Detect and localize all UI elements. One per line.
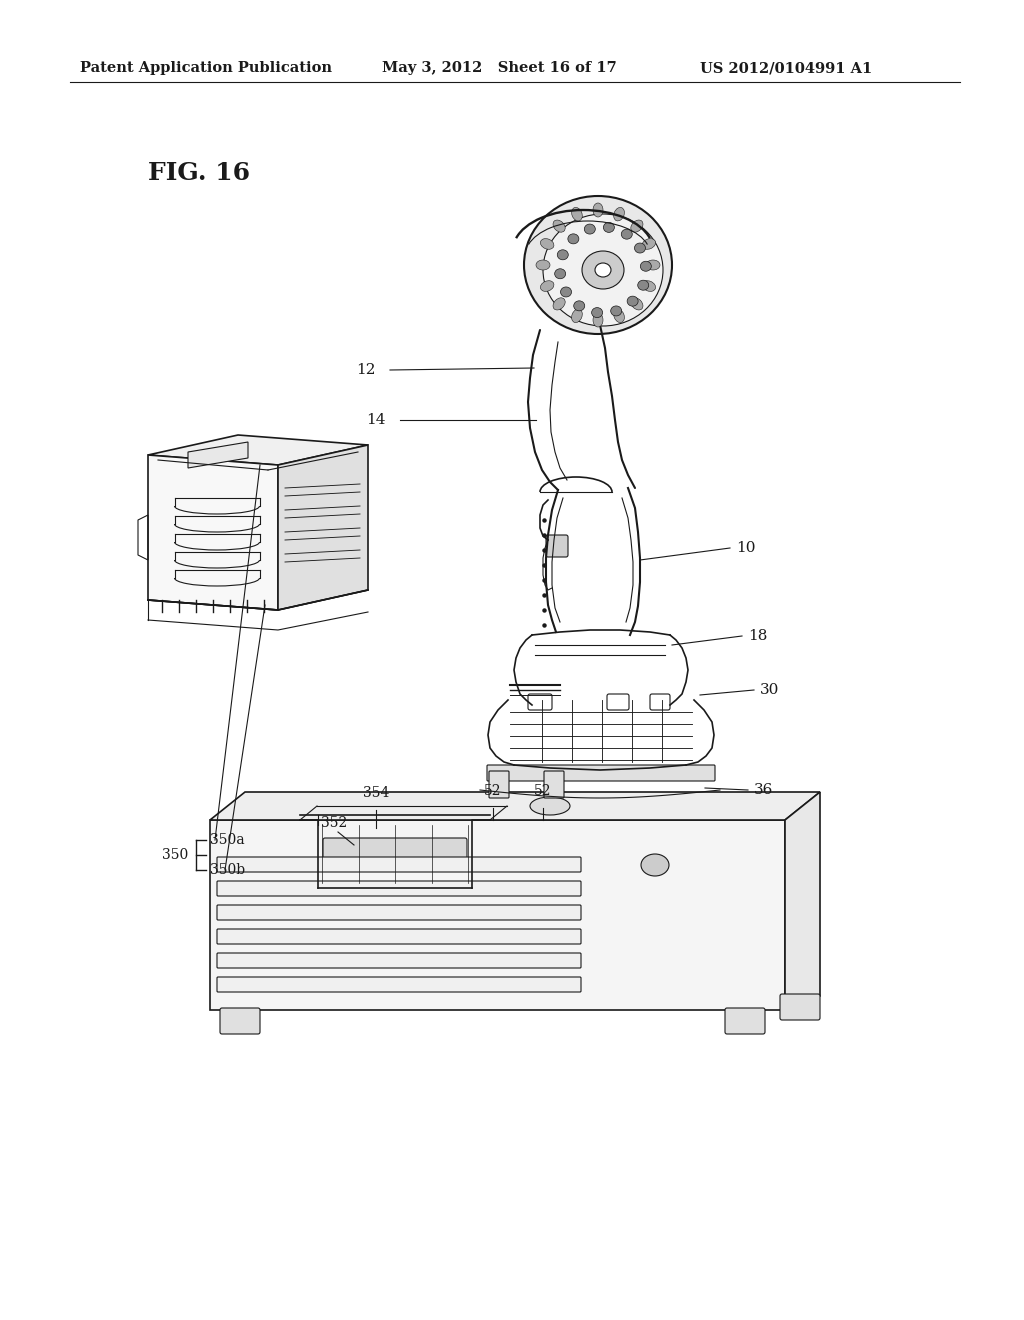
Ellipse shape: [573, 301, 585, 310]
Ellipse shape: [646, 260, 660, 271]
Ellipse shape: [553, 220, 565, 232]
Ellipse shape: [582, 251, 624, 289]
Ellipse shape: [631, 298, 643, 310]
Ellipse shape: [613, 207, 625, 220]
Ellipse shape: [541, 239, 554, 249]
Ellipse shape: [541, 281, 554, 292]
FancyBboxPatch shape: [544, 771, 564, 799]
Ellipse shape: [627, 296, 638, 306]
Text: 52: 52: [484, 784, 502, 799]
FancyBboxPatch shape: [217, 977, 581, 993]
Ellipse shape: [553, 298, 565, 310]
Text: FIG. 16: FIG. 16: [148, 161, 250, 185]
Ellipse shape: [603, 222, 614, 232]
Ellipse shape: [557, 249, 568, 260]
FancyBboxPatch shape: [217, 953, 581, 968]
Text: May 3, 2012   Sheet 16 of 17: May 3, 2012 Sheet 16 of 17: [382, 61, 616, 75]
Ellipse shape: [593, 203, 603, 216]
Text: 352: 352: [321, 816, 347, 830]
FancyBboxPatch shape: [323, 838, 467, 865]
Ellipse shape: [555, 269, 565, 279]
Ellipse shape: [638, 280, 649, 290]
Ellipse shape: [585, 224, 595, 234]
Polygon shape: [148, 436, 368, 465]
Text: 350a: 350a: [210, 833, 245, 847]
Polygon shape: [278, 445, 368, 610]
Text: US 2012/0104991 A1: US 2012/0104991 A1: [700, 61, 872, 75]
Ellipse shape: [593, 313, 603, 327]
FancyBboxPatch shape: [217, 880, 581, 896]
Ellipse shape: [641, 854, 669, 876]
FancyBboxPatch shape: [487, 766, 715, 781]
Ellipse shape: [622, 230, 632, 239]
Ellipse shape: [571, 207, 583, 220]
Ellipse shape: [592, 308, 602, 318]
FancyBboxPatch shape: [217, 906, 581, 920]
Text: Patent Application Publication: Patent Application Publication: [80, 61, 332, 75]
FancyBboxPatch shape: [725, 1008, 765, 1034]
Ellipse shape: [568, 234, 579, 244]
Text: 350b: 350b: [210, 863, 245, 876]
Text: 52: 52: [535, 784, 552, 799]
Text: 30: 30: [760, 682, 779, 697]
Ellipse shape: [642, 281, 655, 292]
Polygon shape: [210, 792, 820, 820]
Text: 12: 12: [356, 363, 376, 378]
Text: 350: 350: [162, 847, 188, 862]
Ellipse shape: [613, 309, 625, 322]
Ellipse shape: [595, 263, 611, 277]
FancyBboxPatch shape: [220, 1008, 260, 1034]
Ellipse shape: [571, 309, 583, 322]
Text: 10: 10: [736, 541, 756, 554]
Ellipse shape: [642, 239, 655, 249]
FancyBboxPatch shape: [217, 857, 581, 873]
Ellipse shape: [640, 261, 651, 271]
Polygon shape: [210, 820, 785, 1010]
Text: 14: 14: [367, 413, 386, 426]
Ellipse shape: [536, 260, 550, 271]
Text: 18: 18: [748, 630, 767, 643]
FancyBboxPatch shape: [217, 929, 581, 944]
Ellipse shape: [543, 214, 663, 326]
Polygon shape: [785, 792, 820, 1010]
FancyBboxPatch shape: [780, 994, 820, 1020]
Polygon shape: [188, 442, 248, 469]
Text: 354: 354: [362, 785, 389, 800]
Ellipse shape: [631, 220, 643, 232]
Ellipse shape: [610, 306, 622, 315]
FancyBboxPatch shape: [546, 535, 568, 557]
Ellipse shape: [635, 243, 645, 253]
Ellipse shape: [560, 286, 571, 297]
Polygon shape: [148, 455, 278, 610]
Ellipse shape: [530, 797, 570, 814]
Ellipse shape: [524, 195, 672, 334]
FancyBboxPatch shape: [489, 771, 509, 799]
Text: 36: 36: [754, 783, 773, 797]
